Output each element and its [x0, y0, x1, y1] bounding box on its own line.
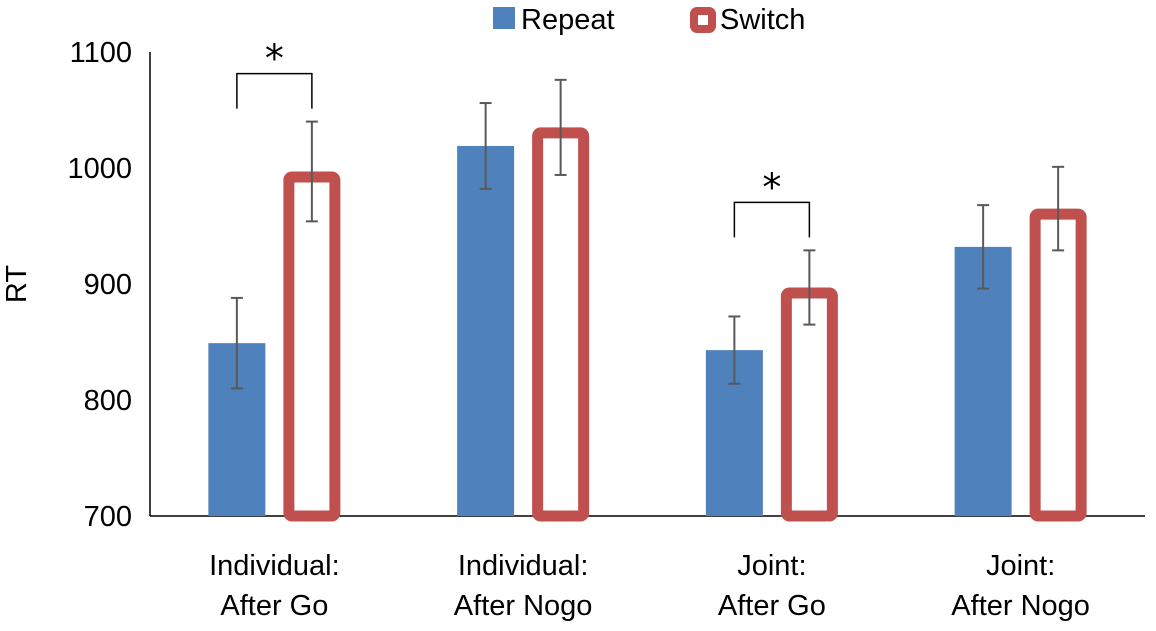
significance-bracket [733, 201, 811, 238]
bar-switch [283, 171, 341, 522]
legend-swatch-switch [690, 7, 716, 33]
category-label: Joint: [737, 550, 806, 582]
bars [208, 127, 1087, 522]
y-tick-label: 1100 [70, 37, 132, 69]
category-label: After Nogo [951, 590, 1090, 622]
y-tick-label: 800 [84, 385, 132, 417]
error-bars [230, 78, 1065, 390]
y-tick-label: 900 [84, 269, 132, 301]
significance-star: * [762, 165, 781, 209]
bar-switch [780, 287, 838, 522]
significance-star: * [265, 37, 284, 81]
category-label: Individual: [209, 550, 340, 582]
category-label: Individual: [458, 550, 589, 582]
x-axis: Individual: After Go Individual: After Nogo… [150, 515, 1145, 622]
category-label: After Go [718, 590, 826, 622]
legend-swatch-repeat [493, 7, 515, 29]
y-axis: 700 800 900 1000 1100 RT [1, 37, 151, 533]
category-label: After Go [220, 590, 328, 622]
category-label: After Nogo [454, 590, 593, 622]
bar-switch [532, 127, 590, 522]
bar-repeat [457, 145, 515, 516]
y-axis-label: RT [1, 265, 33, 303]
y-tick-label: 1000 [67, 153, 132, 185]
legend-label-switch: Switch [720, 4, 805, 36]
category-label: Joint: [986, 550, 1055, 582]
bar-switch [1029, 208, 1087, 522]
legend-label-repeat: Repeat [521, 4, 615, 36]
legend: Repeat Switch [493, 4, 805, 36]
significance-markers: ** [236, 37, 811, 238]
significance-bracket [236, 72, 313, 109]
bar-repeat [954, 246, 1012, 516]
y-tick-label: 700 [84, 501, 132, 533]
